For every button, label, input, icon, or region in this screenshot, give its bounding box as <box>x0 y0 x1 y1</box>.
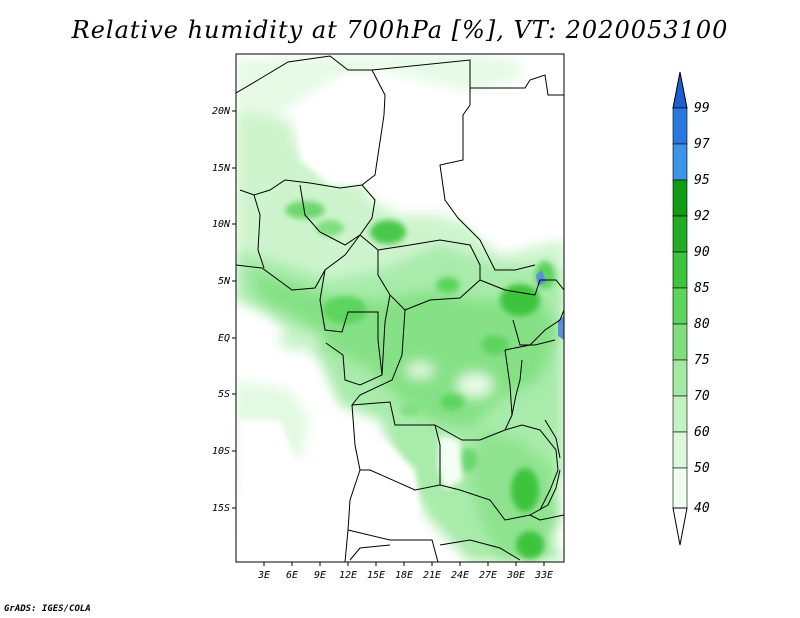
lat-label: 20N <box>212 106 231 117</box>
colorbar-segment <box>672 251 688 289</box>
colorbar-segment <box>672 359 688 397</box>
colorbar-segment <box>672 215 688 253</box>
lon-label: 18E <box>395 570 413 581</box>
colorbar-label: 99 <box>694 101 710 116</box>
colorbar-label: 95 <box>694 173 710 188</box>
lon-label: 3E <box>257 570 270 581</box>
colorbar-label: 97 <box>694 137 710 152</box>
colorbar-label: 80 <box>694 317 710 332</box>
dry-areas <box>236 75 564 560</box>
colorbar-segment <box>672 143 688 181</box>
lon-label: 24E <box>451 570 469 581</box>
lon-label: 27E <box>479 570 497 581</box>
colorbar-top-arrow <box>672 71 688 109</box>
lat-label: 15N <box>212 163 231 174</box>
colorbar-label: 85 <box>694 281 710 296</box>
colorbar-segment <box>672 431 688 469</box>
lon-label: 6E <box>286 570 298 581</box>
colorbar-label: 60 <box>694 425 710 440</box>
colorbar-segment <box>672 395 688 433</box>
lon-label: 33E <box>534 570 553 581</box>
colorbar-label: 70 <box>694 389 710 404</box>
colorbar: 99 97 95 92 90 85 80 75 70 60 50 40 <box>672 71 710 546</box>
longitude-axis: 3E 6E 9E 12E 15E 18E 21E 24E 27E 30E 33E <box>257 562 553 581</box>
lat-label: 10S <box>212 446 230 457</box>
lon-label: 12E <box>339 570 357 581</box>
humidity-field <box>236 54 564 562</box>
colorbar-segment <box>672 107 688 145</box>
colorbar-label: 90 <box>694 245 710 260</box>
lon-label: 15E <box>367 570 385 581</box>
colorbar-segment <box>672 287 688 325</box>
latitude-axis: 20N 15N 10N 5N EQ 5S 10S 15S <box>212 106 236 514</box>
humidity-maxima <box>285 201 555 559</box>
lat-label: 5S <box>218 389 230 400</box>
lat-label: 10N <box>212 219 231 230</box>
map-borders <box>236 55 564 562</box>
colorbar-segment <box>672 179 688 217</box>
colorbar-label: 50 <box>694 461 710 476</box>
lon-label: 21E <box>423 570 441 581</box>
lat-label: 15S <box>212 503 230 514</box>
colorbar-label: 40 <box>694 501 710 516</box>
colorbar-segment <box>672 323 688 361</box>
lat-label: 5N <box>218 276 231 287</box>
footer-credit: GrADS: IGES/COLA <box>4 604 91 614</box>
lon-label: 9E <box>314 570 326 581</box>
colorbar-bottom-arrow <box>672 507 688 546</box>
lat-label: EQ <box>218 333 230 344</box>
colorbar-label: 92 <box>694 209 710 224</box>
colorbar-segment <box>672 467 688 509</box>
colorbar-label: 75 <box>694 353 710 368</box>
map-frame <box>235 53 565 563</box>
lon-label: 30E <box>506 570 525 581</box>
map-title: Relative humidity at 700hPa [%], VT: 202… <box>71 16 729 44</box>
